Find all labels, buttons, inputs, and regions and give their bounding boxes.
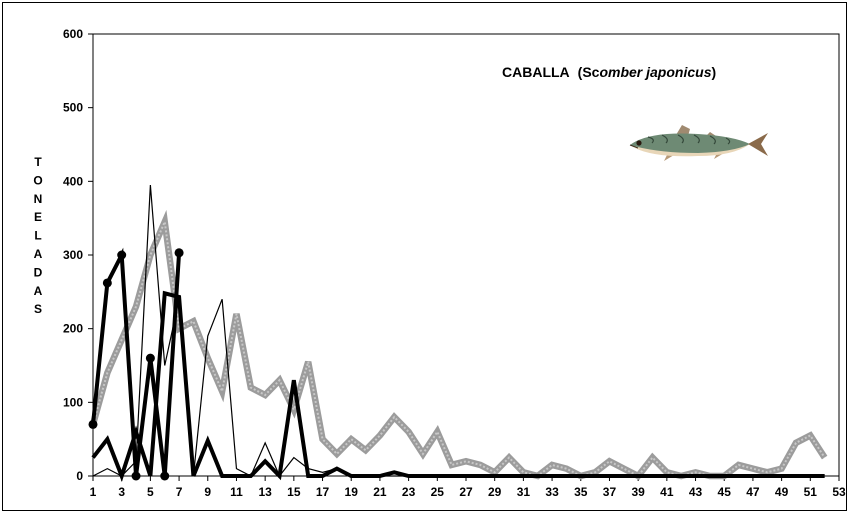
data-point-marker [145,353,155,363]
x-tick-label: 53 [832,485,846,499]
data-point-marker [88,419,98,429]
y-tick-label: 300 [63,248,83,262]
x-tick-label: 1 [90,485,97,499]
x-tick-label: 51 [804,485,818,499]
x-tick-label: 37 [603,485,617,499]
x-tick-label: 33 [545,485,559,499]
x-tick-label: 47 [746,485,760,499]
data-point-marker [160,471,170,481]
series-line-gray-thick [89,209,828,481]
y-tick-label: 0 [76,469,83,483]
series-line-black-thin [92,184,825,478]
x-tick-label: 9 [204,485,211,499]
series-layer [88,184,828,482]
x-tick-label: 5 [147,485,154,499]
y-tick-label: 400 [63,174,83,188]
x-tick-label: 27 [459,485,473,499]
x-tick-label: 13 [258,485,272,499]
x-tick-label: 39 [631,485,645,499]
plot-area [92,33,840,477]
x-tick-label: 15 [287,485,301,499]
x-tick-label: 7 [176,485,183,499]
x-tick-label: 23 [402,485,416,499]
chart-title: CABALLA (Scomber japonicus) [502,64,716,80]
y-tick-label: 500 [63,101,83,115]
data-point-marker [131,471,141,481]
x-tick-label: 19 [345,485,359,499]
y-tick-label: 600 [63,27,83,41]
x-tick-label: 31 [517,485,531,499]
data-point-marker [117,250,127,260]
x-tick-label: 35 [574,485,588,499]
x-tick-label: 21 [373,485,387,499]
x-tick-label: 49 [775,485,789,499]
x-tick-label: 25 [431,485,445,499]
x-tick-label: 45 [718,485,732,499]
series-line-black-thick [91,290,825,482]
y-tick-label: 200 [63,322,83,336]
x-tick-label: 3 [118,485,125,499]
x-tick-label: 11 [230,485,243,499]
y-tick-label: 100 [63,395,83,409]
x-tick-label: 41 [660,485,674,499]
x-tick-label: 43 [689,485,703,499]
data-point-marker [174,248,184,258]
data-point-marker [102,278,112,288]
x-tick-label: 17 [316,485,330,499]
mackerel-fish-icon [629,125,768,161]
x-tick-label: 29 [488,485,502,499]
